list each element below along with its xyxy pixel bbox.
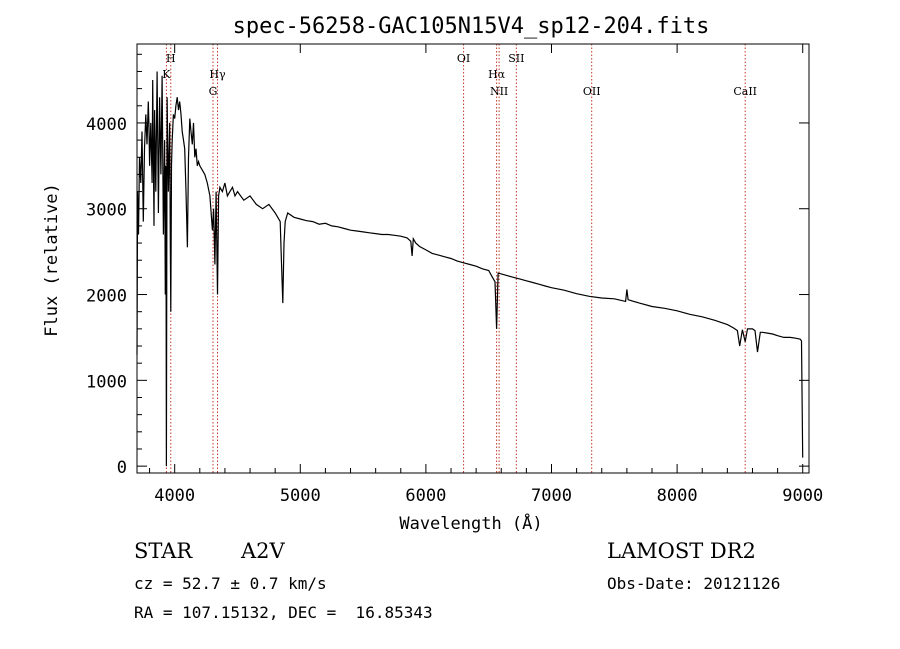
y-tick-label-3: 3000 <box>86 201 127 221</box>
marker-label-8: OII <box>583 85 601 98</box>
x-tick-label-5: 9000 <box>782 486 823 506</box>
observation-date: Obs-Date: 20121126 <box>607 574 781 593</box>
plot-frame <box>136 43 810 474</box>
survey-name: LAMOST DR2 <box>607 539 756 563</box>
spectrum-line <box>136 71 804 467</box>
x-axis-label: Wavelength (Å) <box>399 512 542 534</box>
marker-label-2: Hγ <box>209 68 226 81</box>
x-tick-label-3: 7000 <box>531 486 572 506</box>
y-axis-label: Flux (relative) <box>42 183 62 337</box>
y-tick-label-4: 4000 <box>86 115 127 135</box>
spectral-subclass: A2V <box>241 539 285 563</box>
ra-dec-coordinates: RA = 107.15132, DEC = 16.85343 <box>134 603 433 622</box>
marker-label-1: K <box>162 68 171 81</box>
marker-label-0: H <box>166 52 176 65</box>
marker-label-6: Hα <box>488 68 506 81</box>
object-class: STAR <box>134 539 193 563</box>
marker-label-3: G <box>209 85 218 98</box>
marker-label-5: SII <box>508 52 524 65</box>
x-tick-label-2: 6000 <box>405 486 446 506</box>
x-tick-label-0: 4000 <box>154 486 195 506</box>
marker-label-4: OI <box>457 52 470 65</box>
marker-label-9: CaII <box>733 85 757 98</box>
x-tick-label-4: 8000 <box>657 486 698 506</box>
chart-title: spec-56258-GAC105N15V4_sp12-204.fits <box>233 14 710 39</box>
marker-label-7: NII <box>490 85 508 98</box>
redshift-velocity: cz = 52.7 ± 0.7 km/s <box>134 574 327 593</box>
x-tick-label-1: 5000 <box>280 486 321 506</box>
axes: 4000 5000 6000 7000 8000 9000 0 1000 2000 3000 400… <box>86 44 823 506</box>
y-tick-label-0: 0 <box>117 458 127 478</box>
y-tick-label-2: 2000 <box>86 287 127 307</box>
y-tick-label-1: 1000 <box>86 372 127 392</box>
